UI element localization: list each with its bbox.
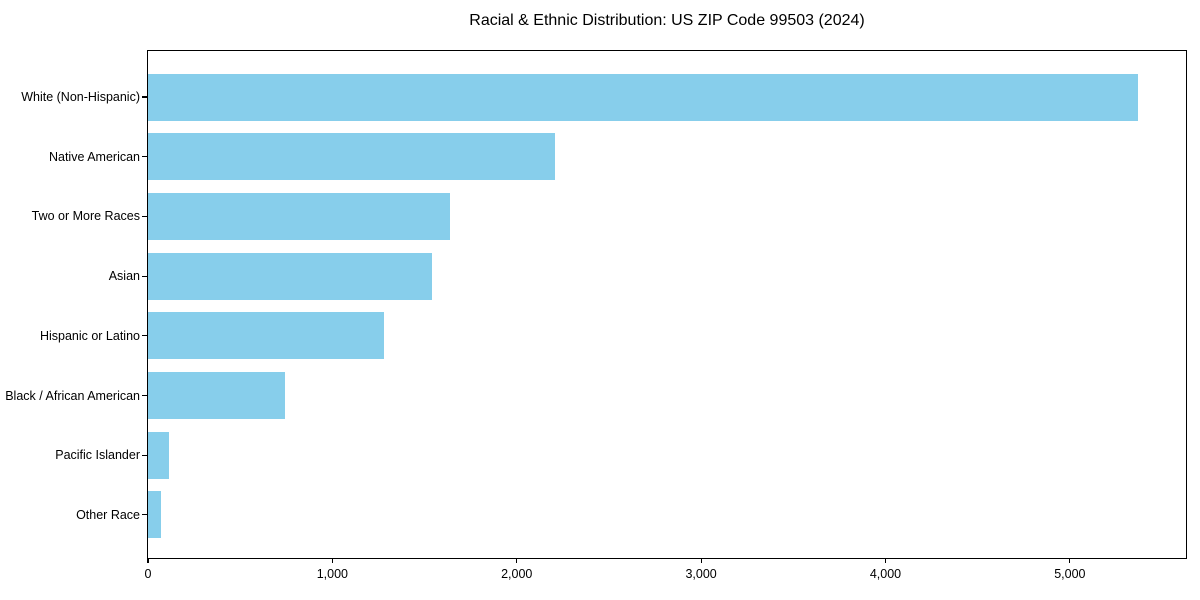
bar bbox=[148, 312, 384, 360]
x-axis-tick-label: 0 bbox=[144, 567, 152, 581]
y-axis-label: Pacific Islander bbox=[55, 448, 140, 463]
y-axis-label: Two or More Races bbox=[31, 209, 140, 224]
y-axis-tick bbox=[142, 275, 147, 277]
x-axis-tick-label: 2,000 bbox=[501, 567, 533, 581]
bar bbox=[148, 372, 286, 419]
x-axis-tick-label: 4,000 bbox=[869, 567, 902, 581]
x-axis-tick-label: 1,000 bbox=[316, 567, 348, 581]
y-axis-tick bbox=[142, 96, 147, 98]
y-axis-tick bbox=[142, 156, 147, 158]
bar bbox=[148, 491, 161, 539]
bar bbox=[148, 252, 432, 300]
plot-area bbox=[147, 50, 1187, 559]
x-axis-tick bbox=[331, 558, 333, 563]
x-axis-tick bbox=[516, 558, 518, 563]
chart-title: Racial & Ethnic Distribution: US ZIP Cod… bbox=[469, 12, 865, 29]
y-axis-tick bbox=[142, 514, 147, 516]
y-axis-label: Asian bbox=[108, 269, 140, 284]
y-axis-label: Black / African American bbox=[5, 388, 140, 403]
bar bbox=[148, 133, 556, 181]
y-axis-tick bbox=[142, 394, 147, 397]
x-axis-tick bbox=[1069, 558, 1071, 563]
y-axis-tick bbox=[142, 454, 147, 456]
bar bbox=[148, 73, 1139, 121]
x-axis-tick bbox=[700, 558, 702, 563]
bar bbox=[148, 192, 451, 240]
y-axis-label: Hispanic or Latino bbox=[39, 328, 140, 343]
x-axis-tick-label: 3,000 bbox=[685, 567, 717, 581]
bar bbox=[148, 431, 170, 479]
y-axis-tick bbox=[142, 215, 147, 217]
x-axis-tick bbox=[147, 558, 149, 563]
y-axis-label: Other Race bbox=[76, 507, 140, 522]
y-axis-tick bbox=[142, 335, 147, 337]
y-axis-label: White (Non-Hispanic) bbox=[21, 90, 140, 104]
x-axis-tick-label: 5,000 bbox=[1054, 567, 1086, 581]
y-axis-label: Native American bbox=[48, 149, 140, 164]
x-axis-tick bbox=[884, 558, 887, 563]
